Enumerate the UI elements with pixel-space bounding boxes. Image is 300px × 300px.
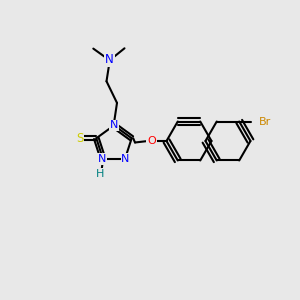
Text: N: N xyxy=(105,53,114,66)
Text: H: H xyxy=(96,169,104,179)
Text: N: N xyxy=(110,120,118,130)
Text: N: N xyxy=(121,154,130,164)
Text: O: O xyxy=(147,136,156,146)
Text: Br: Br xyxy=(259,116,271,127)
Text: S: S xyxy=(76,132,83,145)
Text: N: N xyxy=(98,154,106,164)
